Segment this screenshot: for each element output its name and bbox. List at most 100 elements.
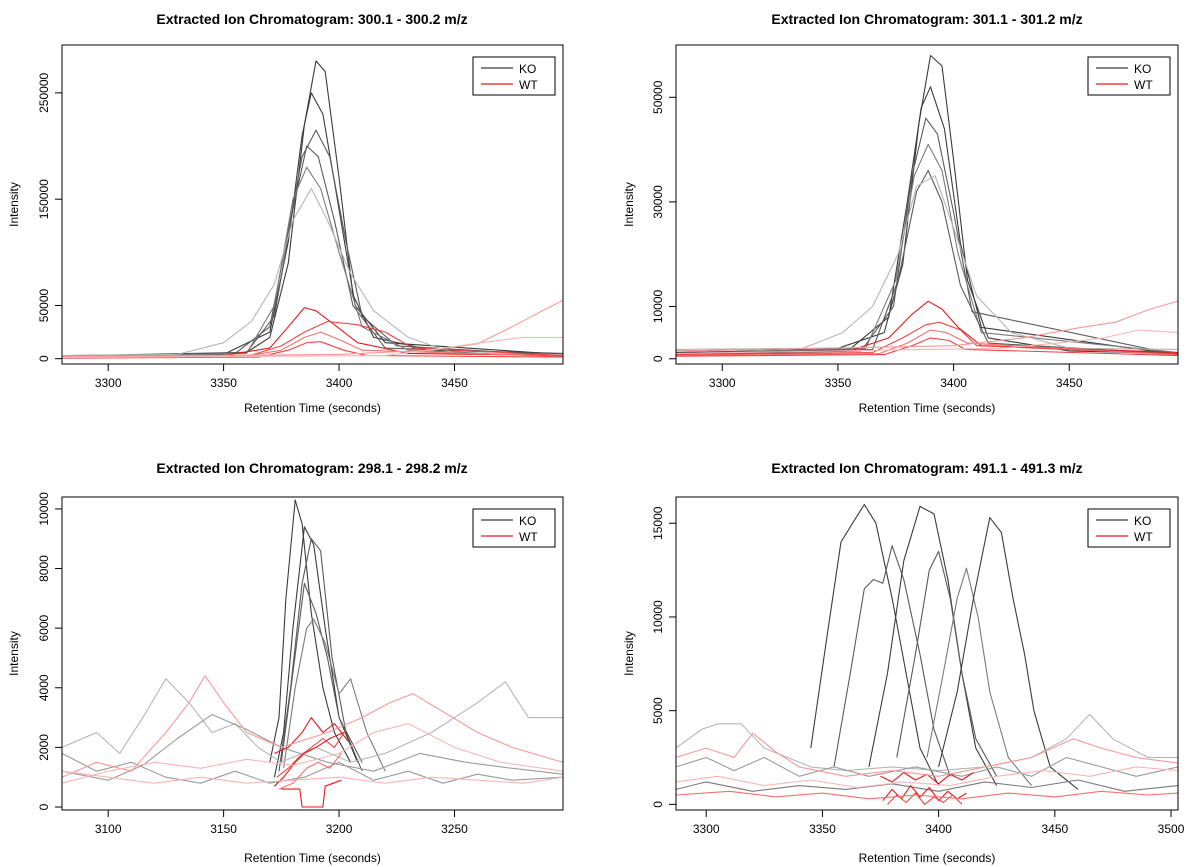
x-tick-label: 3450 xyxy=(441,376,468,390)
series-line-ko xyxy=(62,678,563,763)
chart-title: Extracted Ion Chromatogram: 298.1 - 298.… xyxy=(156,460,467,476)
y-tick-label: 50000 xyxy=(37,289,51,323)
x-tick-label: 3150 xyxy=(210,822,237,836)
series-line-ko xyxy=(676,54,1178,355)
x-tick-label: 3300 xyxy=(709,376,736,390)
y-tick-label: 10000 xyxy=(651,289,665,323)
y-tick-label: 0 xyxy=(37,355,51,362)
legend-label-wt: WT xyxy=(1134,530,1153,544)
series-line-wt xyxy=(676,732,1178,777)
x-tick-label: 3100 xyxy=(95,822,122,836)
x-axis-label: Retention Time (seconds) xyxy=(244,401,381,415)
chart-panel-4: Extracted Ion Chromatogram: 491.1 - 491.… xyxy=(622,460,1185,865)
x-tick-label: 3200 xyxy=(326,822,353,836)
series-line-wt xyxy=(676,790,1178,800)
series-line-ko xyxy=(868,505,998,786)
series-line-ko xyxy=(676,143,1178,355)
plot-frame xyxy=(61,496,564,811)
series-line-ko xyxy=(833,545,951,777)
plot-frame xyxy=(61,44,564,365)
series-group xyxy=(676,503,1178,805)
series-line-wt xyxy=(62,723,563,784)
plot-frame xyxy=(675,496,1179,811)
y-tick-label: 0 xyxy=(651,355,665,362)
series-line-ko xyxy=(676,175,1178,350)
x-tick-label: 3400 xyxy=(925,822,952,836)
chart-title: Extracted Ion Chromatogram: 300.1 - 300.… xyxy=(156,11,467,27)
x-tick-label: 3350 xyxy=(809,822,836,836)
x-tick-label: 3450 xyxy=(1041,822,1068,836)
y-tick-label: 15000 xyxy=(651,506,665,540)
series-group xyxy=(62,499,563,808)
series-line-wt xyxy=(274,717,349,754)
legend: KO WT xyxy=(472,508,556,548)
chart-panel-3: Extracted Ion Chromatogram: 298.1 - 298.… xyxy=(7,460,564,865)
series-line-ko xyxy=(62,714,563,781)
series-line-ko xyxy=(896,550,998,777)
y-tick-label: 6000 xyxy=(37,614,51,641)
chart-title: Extracted Ion Chromatogram: 301.1 - 301.… xyxy=(771,11,1082,27)
series-line-wt xyxy=(676,329,1178,355)
series-line-ko xyxy=(676,117,1178,356)
series-line-wt xyxy=(62,320,563,359)
legend: KO WT xyxy=(1087,56,1171,96)
series-line-ko xyxy=(62,166,563,358)
x-tick-label: 3300 xyxy=(95,376,122,390)
series-line-wt xyxy=(62,770,563,784)
y-tick-label: 150000 xyxy=(37,179,51,219)
y-tick-label: 250000 xyxy=(37,73,51,113)
legend-label-ko: KO xyxy=(519,62,536,76)
series-line-ko xyxy=(283,618,386,772)
series-line-wt xyxy=(676,300,1178,355)
series-line-wt xyxy=(62,307,563,358)
series-line-ko xyxy=(676,779,1178,792)
y-axis-label: Intensity xyxy=(622,182,636,227)
series-line-ko xyxy=(810,503,940,786)
series-line-wt xyxy=(62,336,563,359)
series-line-ko xyxy=(938,517,1079,790)
plot-frame xyxy=(675,44,1179,365)
series-line-ko xyxy=(280,582,363,763)
x-axis-label: Retention Time (seconds) xyxy=(859,401,996,415)
chart-title: Extracted Ion Chromatogram: 491.1 - 491.… xyxy=(771,460,1082,476)
x-tick-label: 3350 xyxy=(210,376,237,390)
y-tick-label: 5000 xyxy=(651,697,665,724)
series-line-ko xyxy=(676,756,1178,777)
x-tick-label: 3300 xyxy=(693,822,720,836)
legend-label-wt: WT xyxy=(1134,78,1153,92)
series-line-ko xyxy=(278,538,363,772)
series-group xyxy=(62,60,563,359)
y-axis-label: Intensity xyxy=(7,631,21,676)
series-line-wt xyxy=(676,300,1178,352)
y-tick-label: 2000 xyxy=(37,734,51,761)
y-tick-label: 50000 xyxy=(651,80,665,114)
series-line-wt xyxy=(887,792,963,805)
legend: KO WT xyxy=(472,56,556,96)
series-line-wt xyxy=(276,729,347,778)
y-tick-label: 8000 xyxy=(37,555,51,582)
series-line-ko xyxy=(926,567,1033,786)
series-line-ko xyxy=(62,145,563,357)
x-tick-label: 3350 xyxy=(825,376,852,390)
series-line-wt xyxy=(676,329,1178,357)
series-line-ko xyxy=(62,752,563,784)
x-tick-label: 3400 xyxy=(326,376,353,390)
x-tick-label: 3450 xyxy=(1056,376,1083,390)
y-tick-label: 10000 xyxy=(651,600,665,634)
x-tick-label: 3500 xyxy=(1158,822,1185,836)
y-tick-label: 4000 xyxy=(37,674,51,701)
series-line-ko xyxy=(676,86,1178,356)
y-tick-label: 30000 xyxy=(651,185,665,219)
legend-label-ko: KO xyxy=(519,514,536,528)
legend-label-ko: KO xyxy=(1134,62,1151,76)
y-axis-label: Intensity xyxy=(622,631,636,676)
series-line-ko xyxy=(62,92,563,357)
legend-label-wt: WT xyxy=(519,78,538,92)
series-line-wt xyxy=(62,675,563,778)
x-tick-label: 3400 xyxy=(940,376,967,390)
y-tick-label: 0 xyxy=(37,803,51,810)
series-line-wt xyxy=(281,779,342,808)
y-tick-label: 0 xyxy=(651,801,665,808)
series-line-ko xyxy=(273,526,359,778)
series-line-ko xyxy=(62,129,563,358)
